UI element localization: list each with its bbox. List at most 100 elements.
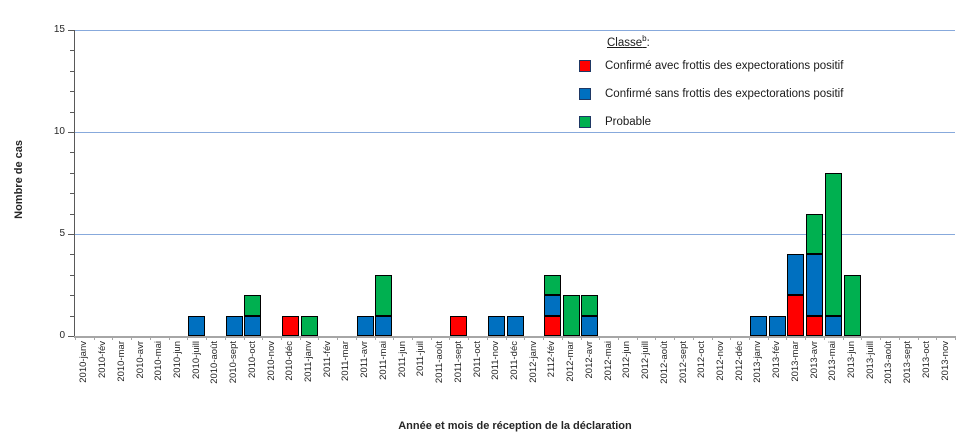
x-axis-tick: [674, 336, 676, 340]
y-tick-label: 5: [59, 228, 65, 239]
bar-segment: [581, 315, 599, 336]
x-axis-tick: [131, 336, 133, 340]
bar-segment: [843, 274, 861, 336]
x-tick-label: 2011-mai: [377, 341, 389, 380]
x-axis-tick: [711, 336, 713, 340]
x-axis-tick: [449, 336, 451, 340]
x-axis-tick: [543, 336, 545, 340]
x-axis-tick: [861, 336, 863, 340]
legend-title-colon: :: [646, 36, 650, 49]
legend-item: Probable: [579, 115, 843, 130]
legend-item-label: Confirmé avec frottis des expectorations…: [605, 59, 844, 72]
legend-title-text: Classeb: [607, 34, 647, 49]
y-axis-tick: [68, 336, 74, 337]
x-axis-tick: [524, 336, 526, 340]
bar-segment: [749, 315, 767, 336]
x-tick-label: 2013-août: [883, 341, 895, 384]
x-axis-tick: [93, 336, 95, 340]
gridline-15: [75, 30, 955, 31]
y-axis-tick: [70, 50, 74, 52]
bar-segment: [244, 295, 262, 316]
x-axis-tick: [187, 336, 189, 340]
bar-segment: [244, 315, 262, 336]
x-axis-tick: [599, 336, 601, 340]
x-axis-tick: [561, 336, 563, 340]
y-axis-tick: [70, 254, 74, 256]
y-axis-tick: [70, 213, 74, 215]
x-tick-label: 2011-oct: [471, 341, 483, 378]
legend-item-label: Probable: [605, 115, 652, 128]
bar-segment: [356, 315, 374, 336]
legend-marker-icon: [579, 88, 591, 101]
x-tick-label: 2011-juil: [415, 341, 427, 377]
x-axis-tick: [280, 336, 282, 340]
gridline-5: [75, 234, 955, 235]
y-axis-tick: [70, 70, 74, 72]
legend-title-superscript: b: [642, 34, 647, 43]
x-tick-label: 2013-jun: [846, 341, 858, 378]
x-axis-tick: [505, 336, 507, 340]
legend-marker-icon: [579, 60, 591, 73]
x-axis-tick: [318, 336, 320, 340]
bar-segment: [188, 315, 206, 336]
x-axis-title: Année et mois de réception de la déclara…: [398, 420, 632, 432]
y-axis-line: [74, 30, 75, 338]
bar-segment: [787, 254, 805, 296]
legend-item: Confirmé avec frottis des expectorations…: [579, 59, 843, 74]
x-axis-tick: [580, 336, 582, 340]
x-axis-tick: [393, 336, 395, 340]
bar-segment: [543, 315, 561, 336]
x-tick-label: 2011-jun: [396, 341, 408, 378]
x-tick-label: 2011-sept: [452, 341, 464, 383]
x-axis-tick: [692, 336, 694, 340]
bar-segment: [768, 315, 786, 336]
bar-segment: [806, 213, 824, 255]
x-tick-label: 2012-sept: [677, 341, 689, 384]
x-axis-line: [74, 336, 956, 338]
x-axis-tick: [636, 336, 638, 340]
x-axis-tick: [936, 336, 938, 340]
bar-segment: [375, 315, 393, 336]
x-tick-label: 2011-avr: [359, 341, 371, 378]
x-axis-tick: [224, 336, 226, 340]
legend-title: Classeb:: [607, 34, 843, 49]
x-axis-tick: [262, 336, 264, 340]
y-axis-tick: [70, 274, 74, 276]
y-axis-tick: [68, 234, 74, 235]
x-tick-label: 2012-oct: [696, 341, 708, 378]
x-axis-tick: [749, 336, 751, 340]
x-axis-tick: [430, 336, 432, 340]
x-tick-label: 2010-avr: [134, 341, 146, 379]
x-tick-label: 2010-déc: [284, 341, 296, 381]
x-tick-label: 2010-janv: [78, 341, 90, 383]
x-tick-label: 2012-août: [658, 341, 670, 384]
x-tick-label: 2012-nov: [714, 341, 726, 381]
x-axis-tick: [112, 336, 114, 340]
x-axis-tick: [337, 336, 339, 340]
gridline-10: [75, 132, 955, 133]
legend-item-label: Confirmé sans frottis des expectorations…: [605, 87, 844, 100]
bar-segment: [300, 315, 318, 336]
legend-item: Confirmé sans frottis des expectorations…: [579, 87, 843, 102]
x-tick-label: 2013-janv: [752, 341, 764, 383]
x-axis-tick: [898, 336, 900, 340]
y-axis-tick: [70, 172, 74, 174]
x-tick-label: 2010-août: [209, 341, 221, 384]
x-tick-label: 2012-déc: [733, 341, 745, 381]
y-tick-label: 15: [53, 24, 65, 35]
x-tick-label: 2010-sept: [228, 341, 240, 384]
y-axis-tick: [70, 315, 74, 317]
y-axis-tick: [68, 30, 74, 31]
x-tick-label: 2012-janv: [527, 341, 539, 383]
y-axis-tick: [70, 193, 74, 195]
x-axis-tick: [149, 336, 151, 340]
x-axis-tick: [486, 336, 488, 340]
x-tick-label: 2012-mai: [602, 341, 614, 381]
x-tick-label: 2011-janv: [303, 341, 315, 383]
bar-segment: [506, 315, 524, 336]
y-tick-label: 0: [59, 330, 65, 341]
x-tick-label: 2013-avr: [808, 341, 820, 379]
bar-segment: [225, 315, 243, 336]
x-tick-label: 2013-sept: [902, 341, 914, 384]
